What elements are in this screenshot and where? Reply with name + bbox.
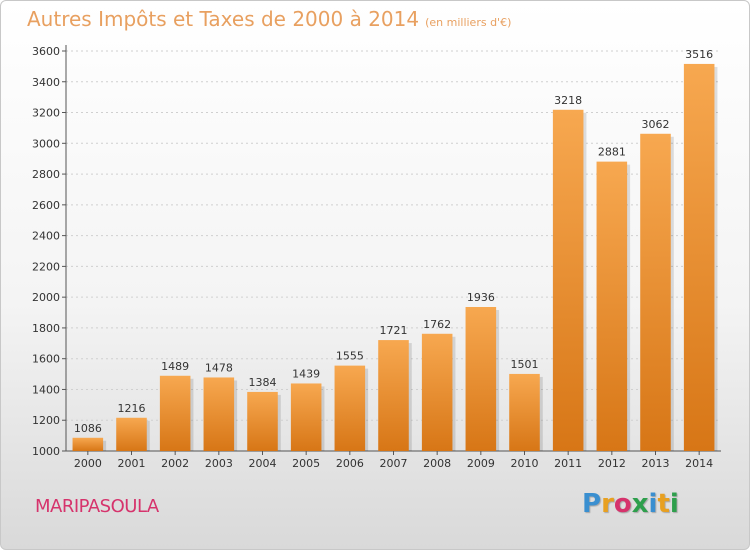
y-tick-label: 3400 xyxy=(32,76,60,89)
data-label: 2881 xyxy=(598,146,626,159)
x-tick-label: 2014 xyxy=(685,457,713,470)
data-label: 3516 xyxy=(685,48,713,61)
x-tick-label: 2013 xyxy=(642,457,670,470)
logo-letter: i xyxy=(669,489,679,519)
x-tick-label: 2004 xyxy=(249,457,277,470)
bar xyxy=(465,307,497,451)
y-tick-label: 2400 xyxy=(32,230,60,243)
bar xyxy=(640,133,671,451)
data-label: 1721 xyxy=(380,324,408,337)
x-tick-label: 2011 xyxy=(554,457,582,470)
bars xyxy=(72,63,718,452)
bar xyxy=(596,161,628,451)
bar xyxy=(509,373,540,451)
x-tick-label: 2006 xyxy=(336,457,364,470)
data-label: 1501 xyxy=(511,358,539,371)
x-tick-label: 2008 xyxy=(423,457,451,470)
y-tick-label: 1400 xyxy=(32,383,60,396)
logo-letter: t xyxy=(657,489,670,519)
x-tick-label: 2005 xyxy=(292,457,320,470)
logo-letter: i xyxy=(648,489,658,519)
data-label: 1489 xyxy=(161,360,189,373)
bar xyxy=(247,391,278,451)
y-tick-label: 2000 xyxy=(32,291,60,304)
labels: 1000 1200 1400 1600 1800 2000 2200 2400 2600 2800… xyxy=(32,45,713,470)
x-tick-label: 2002 xyxy=(161,457,189,470)
bar xyxy=(203,377,235,451)
chart-title-text: Autres Impôts et Taxes de 2000 à 2014 xyxy=(27,7,420,31)
y-tick-label: 3000 xyxy=(32,137,60,150)
bar xyxy=(116,417,147,451)
y-tick-label: 1200 xyxy=(32,414,60,427)
x-tick-label: 2012 xyxy=(598,457,626,470)
y-tick-label: 1000 xyxy=(32,445,60,458)
chart-title: Autres Impôts et Taxes de 2000 à 2014 (en… xyxy=(27,7,511,31)
data-label: 1762 xyxy=(423,318,451,331)
logo-letter: r xyxy=(601,489,614,519)
data-label: 1936 xyxy=(467,291,495,304)
data-label: 1384 xyxy=(249,376,277,389)
y-tick-label: 1600 xyxy=(32,353,60,366)
y-tick-label: 3200 xyxy=(32,107,60,120)
commune-name: MARIPASOULA xyxy=(35,496,159,517)
bar xyxy=(290,383,322,451)
bar xyxy=(334,365,366,451)
x-tick-label: 2001 xyxy=(118,457,146,470)
x-tick-label: 2007 xyxy=(380,457,408,470)
data-label: 3062 xyxy=(642,118,670,131)
logo-letter: x xyxy=(631,489,649,519)
y-tick-label: 3600 xyxy=(32,45,60,58)
x-tick-label: 2009 xyxy=(467,457,495,470)
bar xyxy=(552,109,584,452)
bar xyxy=(683,63,715,452)
data-label: 1216 xyxy=(118,402,146,415)
chart-unit: (en milliers d'€) xyxy=(425,16,512,29)
x-tick-label: 2003 xyxy=(205,457,233,470)
bar xyxy=(72,437,104,451)
logo-letter: P xyxy=(582,489,602,519)
data-label: 1478 xyxy=(205,361,233,374)
y-tick-label: 2800 xyxy=(32,168,60,181)
bar xyxy=(378,340,409,451)
data-label: 1086 xyxy=(74,422,102,435)
data-label: 1439 xyxy=(292,367,320,380)
bar xyxy=(421,333,453,451)
bar xyxy=(159,375,191,451)
logo-letter: o xyxy=(613,489,632,519)
data-label: 3218 xyxy=(554,94,582,107)
y-tick-label: 2200 xyxy=(32,260,60,273)
y-tick-label: 2600 xyxy=(32,199,60,212)
data-label: 1555 xyxy=(336,350,364,363)
proxiti-logo: Proxiti xyxy=(582,489,679,519)
y-tick-label: 1800 xyxy=(32,322,60,335)
x-tick-label: 2010 xyxy=(511,457,539,470)
x-tick-label: 2000 xyxy=(74,457,102,470)
